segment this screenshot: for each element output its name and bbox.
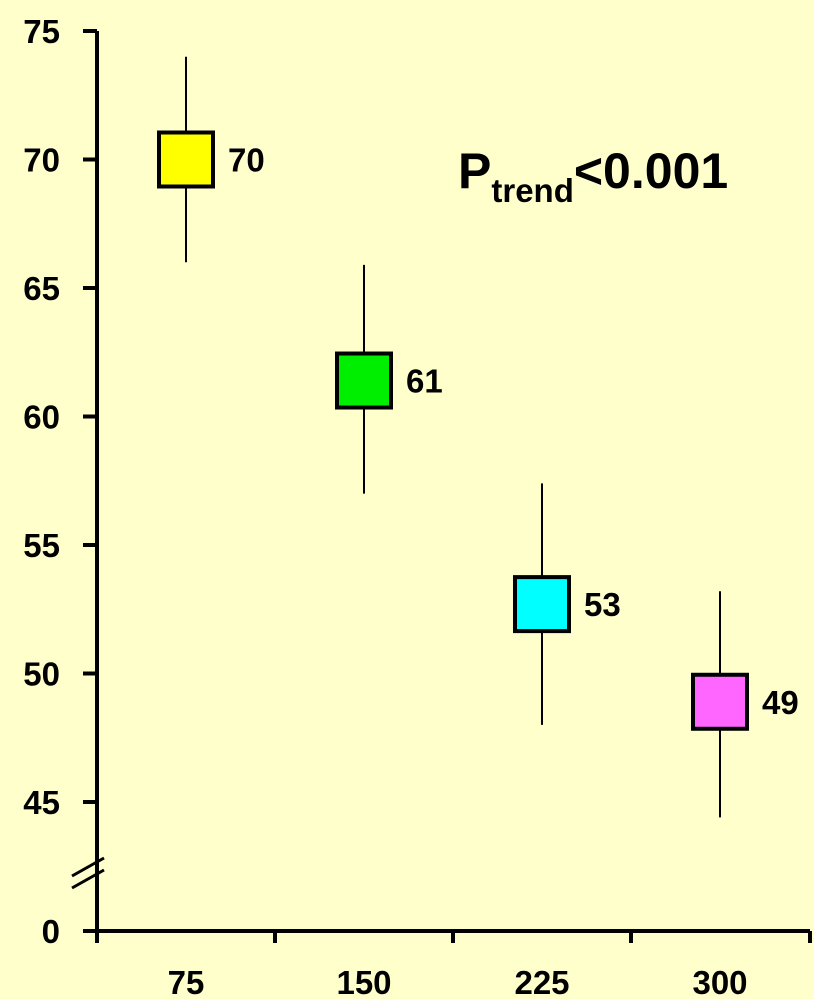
data-label: 61 <box>406 363 443 400</box>
data-label: 53 <box>584 586 621 623</box>
x-tick-label: 75 <box>168 964 205 999</box>
axes: 0 45 50 55 60 65 70 75 75 150 225 300 <box>23 13 812 999</box>
y-tick-label: 55 <box>23 527 60 564</box>
axis-break-mark <box>71 856 105 878</box>
data-point-marker <box>335 351 393 410</box>
y-tick-label: 65 <box>23 270 60 307</box>
x-tick-label: 300 <box>692 964 747 999</box>
chart-marks: 70 61 53 49 <box>157 56 799 818</box>
y-tick-label: 70 <box>23 142 60 179</box>
x-tick-label: 150 <box>336 964 391 999</box>
y-tick-label: 60 <box>23 399 60 436</box>
data-point-marker <box>691 672 749 731</box>
y-tick-label: 0 <box>42 913 60 950</box>
y-tick-label: 50 <box>23 656 60 693</box>
data-point-marker <box>513 575 571 634</box>
x-tick-label: 225 <box>514 964 569 999</box>
trend-annotation-main: P <box>458 143 491 199</box>
trend-annotation-subscript: trend <box>491 172 574 209</box>
data-label: 70 <box>228 142 265 179</box>
trend-annotation-value: <0.001 <box>574 143 728 199</box>
data-label: 49 <box>762 684 799 721</box>
trend-annotation: Ptrend<0.001 <box>458 143 728 209</box>
y-tick-label: 75 <box>23 13 60 50</box>
axis-break-mark <box>71 868 105 890</box>
y-tick-label: 45 <box>23 784 60 821</box>
data-point-marker <box>157 130 215 189</box>
